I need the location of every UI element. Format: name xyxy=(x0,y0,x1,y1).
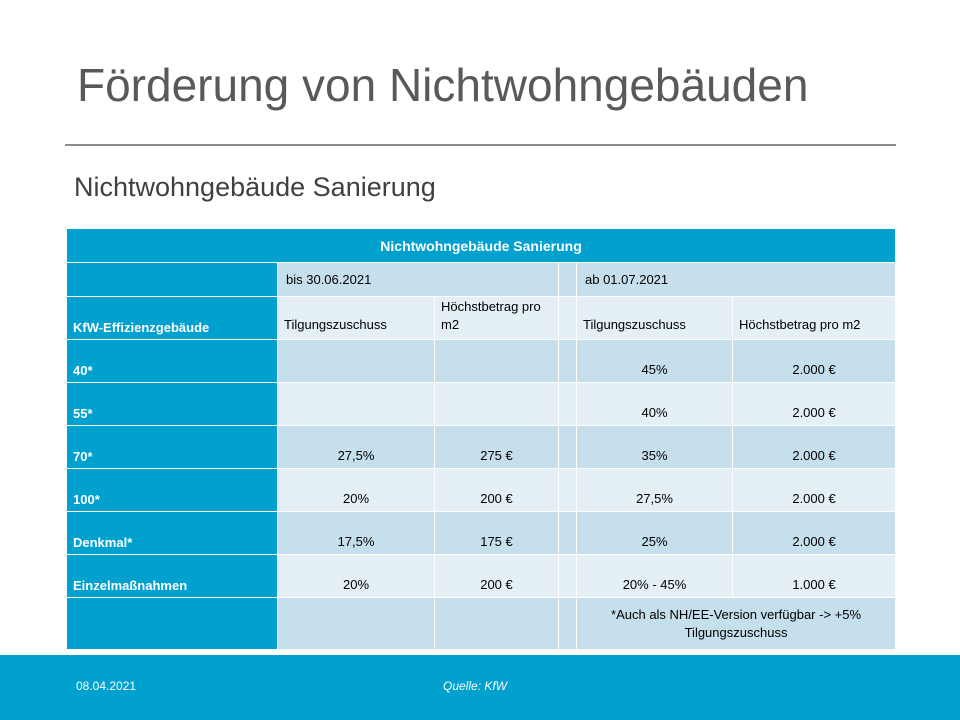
max-1: 175 € xyxy=(434,511,559,555)
max-1: 200 € xyxy=(434,468,559,512)
tilgung-2: 25% xyxy=(576,511,733,555)
max-2: 1.000 € xyxy=(731,554,897,598)
max-2: 2.000 € xyxy=(731,339,897,383)
tilgung-1: 20% xyxy=(277,468,435,512)
spacer-cell xyxy=(558,382,577,426)
table-row: 40* 45% 2.000 € xyxy=(66,339,897,383)
table-row: 100* 20% 200 € 27,5% 2.000 € xyxy=(66,468,897,512)
tilgung-2: 35% xyxy=(576,425,733,469)
max-1 xyxy=(434,339,559,383)
row-label: Denkmal* xyxy=(66,511,278,555)
period-row: bis 30.06.2021 ab 01.07.2021 xyxy=(66,262,897,297)
col-max-2: Höchstbetrag pro m2 xyxy=(731,296,897,340)
spacer-cell xyxy=(558,597,577,650)
tilgung-1: 27,5% xyxy=(277,425,435,469)
footnote-row: *Auch als NH/EE-Version verfügbar -> +5%… xyxy=(66,597,897,650)
spacer-cell xyxy=(558,262,577,297)
tilgung-1: 17,5% xyxy=(277,511,435,555)
table-row: Denkmal* 17,5% 175 € 25% 2.000 € xyxy=(66,511,897,555)
spacer-cell xyxy=(558,425,577,469)
footnote: *Auch als NH/EE-Version verfügbar -> +5%… xyxy=(575,597,897,650)
max-2: 2.000 € xyxy=(731,511,897,555)
max-2: 2.000 € xyxy=(731,425,897,469)
spacer-cell xyxy=(558,511,577,555)
max-1 xyxy=(434,382,559,426)
row-label: 55* xyxy=(66,382,278,426)
slide-title: Förderung von Nichtwohngebäuden xyxy=(77,59,809,111)
tilgung-2: 27,5% xyxy=(576,468,733,512)
row-label: 100* xyxy=(66,468,278,512)
slide-subtitle: Nichtwohngebäude Sanierung xyxy=(74,172,436,202)
row-label: 70* xyxy=(66,425,278,469)
tilgung-1 xyxy=(277,339,435,383)
col-label: KfW-Effizienzgebäude xyxy=(66,296,278,340)
period-label-cell xyxy=(66,262,278,297)
footnote-label-cell xyxy=(66,597,278,650)
column-header-row: KfW-Effizienzgebäude Tilgungszuschuss Hö… xyxy=(66,296,897,340)
col-tilgung-2: Tilgungszuschuss xyxy=(576,296,733,340)
footer-source: Quelle: KfW xyxy=(443,679,508,693)
table-row: 70* 27,5% 275 € 35% 2.000 € xyxy=(66,425,897,469)
max-2: 2.000 € xyxy=(731,382,897,426)
footer-date: 08.04.2021 xyxy=(76,679,137,693)
empty-cell xyxy=(277,597,435,650)
tilgung-2: 45% xyxy=(576,339,733,383)
table-header-row: Nichtwohngebäude Sanierung xyxy=(65,228,897,263)
spacer-cell xyxy=(558,339,577,383)
max-2: 2.000 € xyxy=(731,468,897,512)
row-label: Einzelmaßnahmen xyxy=(66,554,278,598)
table-row: 55* 40% 2.000 € xyxy=(66,382,897,426)
period-2: ab 01.07.2021 xyxy=(575,262,897,297)
table-header: Nichtwohngebäude Sanierung xyxy=(65,228,897,263)
col-max-1: Höchstbetrag pro m2 xyxy=(434,296,559,340)
spacer-cell xyxy=(558,554,577,598)
max-1: 200 € xyxy=(434,554,559,598)
row-label: 40* xyxy=(66,339,278,383)
table-row: Einzelmaßnahmen 20% 200 € 20% - 45% 1.00… xyxy=(66,554,897,598)
period-1: bis 30.06.2021 xyxy=(277,262,559,297)
footer-bar xyxy=(0,655,960,720)
col-tilgung-1: Tilgungszuschuss xyxy=(277,296,435,340)
tilgung-1 xyxy=(277,382,435,426)
spacer-cell xyxy=(558,296,577,340)
title-divider xyxy=(65,144,896,146)
tilgung-1: 20% xyxy=(277,554,435,598)
max-1: 275 € xyxy=(434,425,559,469)
tilgung-2: 20% - 45% xyxy=(576,554,733,598)
funding-table: Nichtwohngebäude Sanierung bis 30.06.202… xyxy=(65,228,897,650)
tilgung-2: 40% xyxy=(576,382,733,426)
spacer-cell xyxy=(558,468,577,512)
empty-cell xyxy=(434,597,559,650)
